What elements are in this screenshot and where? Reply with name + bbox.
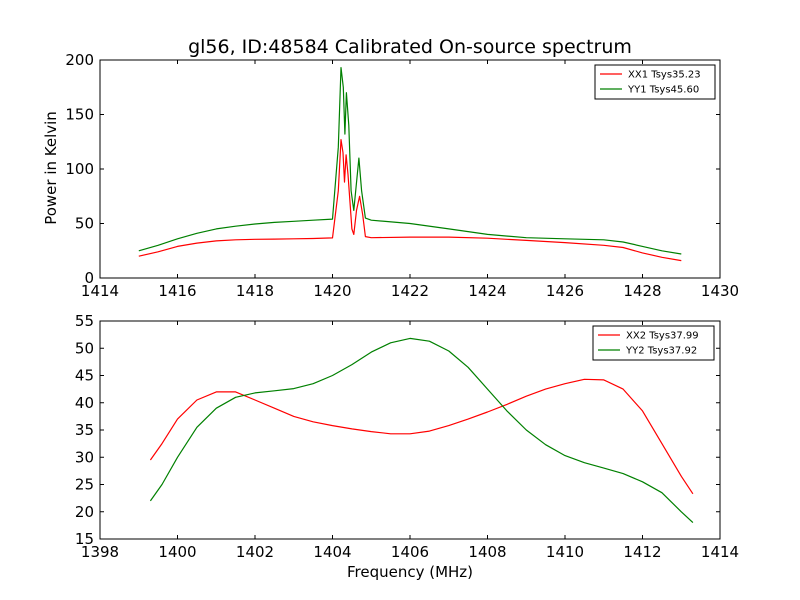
y-tick-label: 35 [75, 421, 94, 439]
y-tick-label: 40 [75, 394, 94, 412]
x-tick-label: 1398 [81, 543, 119, 561]
x-tick-label: 1410 [546, 543, 584, 561]
top-plot: 1414 1416 1418 1420 1422 1424 1426 1428 1430 0 50 1… [65, 51, 739, 300]
x-tick-label: 1418 [236, 282, 274, 300]
series-line-2 [149, 337, 694, 524]
chart-title: gl56, ID:48584 Calibrated On-source spec… [188, 36, 632, 58]
x-tick-label: 1406 [391, 543, 429, 561]
x-tick-label: 1426 [546, 282, 584, 300]
x-tick-label: 1416 [158, 282, 196, 300]
series-line-1 [138, 139, 682, 262]
x-tick-label: 1412 [623, 543, 661, 561]
bottom-plot: 1398 1400 1402 1404 1406 1408 1410 1412 1414 15 20… [75, 312, 739, 561]
series-line-2 [138, 67, 682, 255]
legend-label: XX2 Tsys37.99 [626, 331, 699, 342]
y-tick-label: 0 [84, 269, 94, 287]
legend-label: YY1 Tsys45.60 [627, 85, 699, 96]
x-tick-label: 1422 [391, 282, 429, 300]
legend-box [592, 325, 715, 361]
y-tick-label: 25 [75, 476, 94, 494]
y-tick-label: 150 [65, 106, 94, 124]
x-tick-label: 1420 [313, 282, 351, 300]
legend-label: YY2 Tsys37.92 [625, 346, 697, 357]
y-tick-label: 45 [75, 367, 94, 385]
y-tick-label: 20 [75, 503, 94, 521]
y-tick-label: 100 [65, 160, 94, 178]
x-tick-label: 1414 [81, 282, 119, 300]
y-tick-label: 50 [75, 215, 94, 233]
y-tick-label: 200 [65, 51, 94, 69]
legend-label: XX1 Tsys35.23 [628, 70, 701, 81]
series-line-1 [149, 378, 694, 495]
x-axis-label: Frequency (MHz) [347, 563, 473, 581]
x-tick-label: 1408 [468, 543, 506, 561]
x-tick-label: 1402 [236, 543, 274, 561]
y-tick-label: 30 [75, 448, 94, 466]
x-tick-label: 1424 [468, 282, 506, 300]
y-tick-label: 50 [75, 339, 94, 357]
legend-box [594, 64, 716, 100]
y-tick-label: 55 [75, 312, 94, 330]
y-axis-label: Power in Kelvin [42, 111, 60, 225]
x-tick-label: 1404 [313, 543, 351, 561]
x-tick-label: 1400 [158, 543, 196, 561]
y-tick-label: 15 [75, 530, 94, 548]
x-tick-label: 1430 [701, 282, 739, 300]
x-tick-label: 1414 [701, 543, 739, 561]
x-tick-label: 1428 [623, 282, 661, 300]
